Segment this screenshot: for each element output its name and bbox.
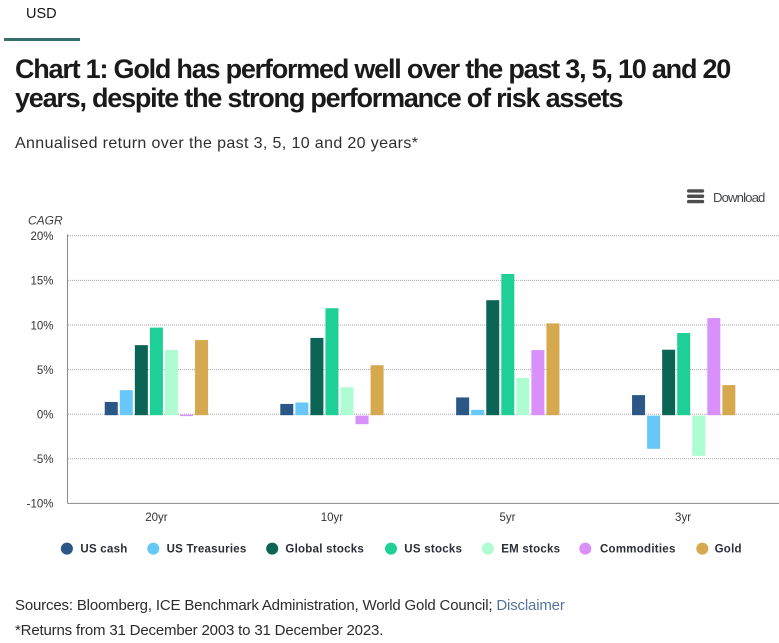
- svg-text:US cash: US cash: [80, 543, 127, 555]
- svg-text:0%: 0%: [37, 410, 54, 422]
- svg-text:-5%: -5%: [33, 454, 53, 466]
- svg-text:Commodities: Commodities: [600, 543, 676, 555]
- svg-text:5yr: 5yr: [500, 512, 516, 524]
- svg-text:3yr: 3yr: [675, 512, 691, 524]
- svg-text:US stocks: US stocks: [404, 543, 462, 555]
- svg-text:CAGR: CAGR: [28, 214, 63, 228]
- svg-text:5%: 5%: [37, 365, 54, 377]
- svg-text:US Treasuries: US Treasuries: [167, 543, 247, 555]
- svg-text:20yr: 20yr: [145, 512, 168, 524]
- svg-text:Gold: Gold: [715, 543, 742, 555]
- svg-text:EM stocks: EM stocks: [501, 543, 560, 555]
- svg-text:10yr: 10yr: [321, 512, 344, 524]
- svg-text:20%: 20%: [30, 231, 53, 243]
- svg-text:-10%: -10%: [27, 499, 54, 511]
- svg-text:15%: 15%: [30, 276, 53, 288]
- svg-text:10%: 10%: [30, 320, 53, 332]
- svg-text:Global stocks: Global stocks: [285, 543, 364, 555]
